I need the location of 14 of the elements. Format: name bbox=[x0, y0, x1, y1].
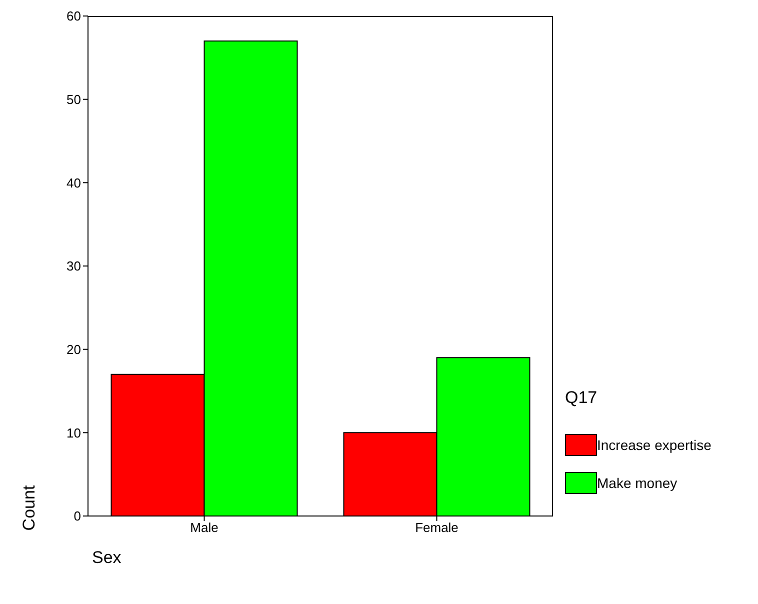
legend-label: Make money bbox=[597, 475, 678, 491]
y-axis-title: Count bbox=[20, 485, 40, 531]
x-axis-title: Sex bbox=[92, 548, 122, 568]
y-tick-label: 40 bbox=[66, 175, 81, 190]
x-tick-label: Female bbox=[415, 520, 458, 536]
legend-label: Increase expertise bbox=[597, 437, 712, 453]
y-tick-label: 30 bbox=[66, 258, 81, 274]
y-tick-label: 60 bbox=[66, 8, 81, 24]
legend-title: Q17 bbox=[565, 388, 598, 408]
x-tick-label: Male bbox=[190, 520, 218, 536]
y-tick-label: 50 bbox=[66, 92, 81, 107]
y-tick-label: 20 bbox=[66, 342, 81, 357]
y-tick-label: 10 bbox=[66, 425, 81, 440]
y-tick-label: 0 bbox=[74, 508, 81, 524]
